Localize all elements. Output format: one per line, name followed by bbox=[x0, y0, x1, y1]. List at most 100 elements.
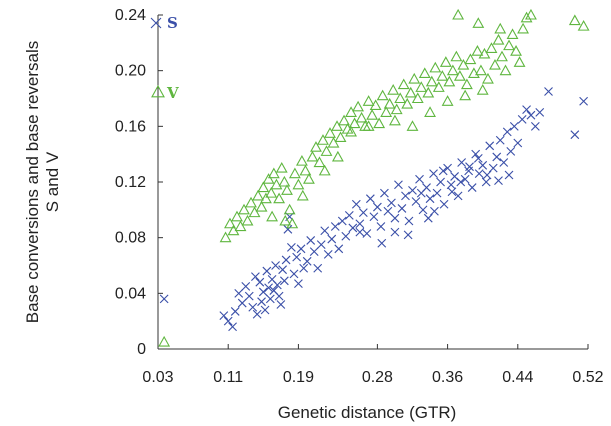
data-point-v bbox=[503, 39, 515, 51]
data-point-v bbox=[510, 45, 522, 56]
data-point-v bbox=[457, 58, 470, 70]
data-point-v bbox=[476, 84, 489, 95]
data-point-s bbox=[502, 127, 512, 137]
data-point-s bbox=[457, 158, 467, 167]
data-point-s bbox=[355, 219, 365, 229]
data-point-v bbox=[464, 53, 477, 65]
data-point-s bbox=[522, 105, 531, 115]
data-point-v bbox=[331, 150, 344, 162]
legend-s-label: S bbox=[167, 14, 178, 32]
data-point-v bbox=[499, 64, 512, 76]
data-point-v bbox=[292, 178, 305, 190]
data-point-s bbox=[397, 204, 407, 213]
data-point-v bbox=[334, 131, 347, 143]
x-axis-ticks: 0.03 0.11 0.19 0.28 0.36 0.44 0.52 bbox=[142, 344, 604, 386]
data-point-v bbox=[401, 97, 414, 109]
data-point-s bbox=[530, 121, 540, 131]
data-point-s bbox=[237, 298, 247, 308]
data-point-s bbox=[265, 294, 275, 304]
data-point-s bbox=[492, 152, 502, 162]
data-point-v bbox=[320, 145, 333, 156]
data-point-v bbox=[279, 214, 292, 226]
data-point-s bbox=[365, 194, 375, 204]
data-point-v bbox=[255, 200, 268, 212]
data-point-s bbox=[355, 227, 365, 237]
data-point-s bbox=[499, 158, 509, 167]
data-point-s bbox=[262, 266, 272, 276]
data-point-v bbox=[281, 184, 293, 195]
data-point-v bbox=[446, 64, 459, 76]
data-point-s bbox=[320, 226, 330, 236]
y-tick-label: 0.24 bbox=[115, 7, 146, 24]
data-point-s bbox=[283, 224, 293, 234]
data-point-s bbox=[504, 170, 514, 180]
data-point-v bbox=[475, 64, 487, 76]
data-point-s bbox=[286, 243, 296, 252]
data-point-s bbox=[241, 281, 251, 291]
data-point-s bbox=[418, 205, 428, 215]
data-point-v bbox=[313, 156, 326, 168]
data-point-v bbox=[345, 125, 357, 137]
data-point-v bbox=[432, 81, 445, 92]
data-point-v bbox=[429, 61, 442, 73]
data-point-v bbox=[345, 106, 357, 117]
data-point-s bbox=[344, 211, 354, 220]
data-point-v bbox=[306, 150, 319, 162]
data-point-v bbox=[273, 192, 286, 204]
data-point-s bbox=[358, 208, 368, 218]
y-tick-label: 0.04 bbox=[115, 285, 146, 302]
x-tick-label: 0.52 bbox=[572, 369, 603, 386]
data-point-v bbox=[387, 84, 400, 95]
data-point-v bbox=[224, 217, 236, 229]
x-tick-label: 0.28 bbox=[362, 369, 393, 386]
data-point-v bbox=[436, 70, 449, 81]
data-point-v bbox=[425, 75, 438, 87]
data-point-v bbox=[348, 117, 361, 129]
data-point-s bbox=[271, 261, 280, 270]
data-point-s bbox=[380, 188, 389, 198]
data-point-v bbox=[489, 58, 501, 70]
data-point-v bbox=[257, 181, 270, 193]
data-point-v bbox=[506, 28, 519, 40]
data-point-v bbox=[472, 17, 485, 28]
y-axis-ticks: 0 0.04 0.08 0.12 0.16 0.20 0.24 bbox=[115, 7, 163, 358]
data-point-v bbox=[460, 78, 473, 90]
data-point-s bbox=[415, 174, 424, 184]
data-point-v bbox=[252, 189, 264, 201]
data-point-s bbox=[244, 291, 254, 301]
data-point-v bbox=[278, 175, 291, 187]
data-point-s bbox=[234, 288, 244, 298]
y-tick-label: 0.20 bbox=[115, 63, 146, 80]
data-point-v bbox=[362, 95, 375, 106]
data-point-s bbox=[376, 222, 386, 231]
data-point-s bbox=[219, 311, 229, 320]
data-point-v bbox=[513, 56, 526, 67]
data-point-v bbox=[260, 192, 272, 204]
data-point-s bbox=[439, 199, 449, 209]
data-point-s bbox=[482, 170, 492, 180]
data-point-v bbox=[418, 67, 431, 78]
data-point-v bbox=[231, 210, 243, 222]
data-point-s bbox=[456, 177, 466, 187]
data-point-v bbox=[492, 33, 505, 45]
data-point-s bbox=[309, 247, 319, 256]
data-point-s bbox=[401, 191, 410, 201]
data-point-v bbox=[219, 231, 232, 243]
data-point-s bbox=[294, 279, 303, 288]
y-tick-label: 0 bbox=[137, 341, 146, 358]
data-point-v bbox=[478, 47, 491, 59]
data-point-v bbox=[338, 114, 350, 126]
data-point-s bbox=[506, 146, 516, 156]
x-tick-label: 0.36 bbox=[432, 369, 463, 386]
data-point-s bbox=[159, 294, 169, 304]
data-point-s bbox=[387, 198, 396, 208]
data-point-v bbox=[424, 106, 436, 117]
data-point-v bbox=[520, 11, 533, 23]
data-point-s bbox=[228, 322, 237, 332]
data-point-s bbox=[443, 163, 452, 173]
data-point-s bbox=[223, 316, 233, 326]
data-point-v bbox=[296, 189, 309, 201]
data-point-s bbox=[430, 206, 439, 216]
data-point-v bbox=[299, 164, 312, 176]
data-point-s bbox=[337, 216, 347, 226]
